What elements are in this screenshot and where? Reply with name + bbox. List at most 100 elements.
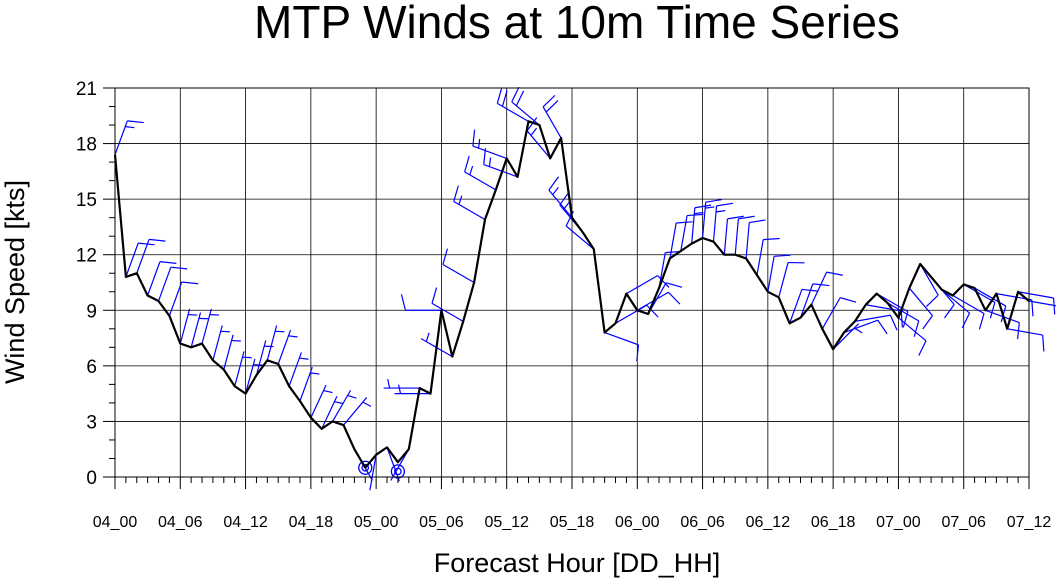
wind-barb <box>212 325 230 361</box>
barb-feather <box>716 202 733 207</box>
wind-barb <box>908 287 933 330</box>
barb-feather <box>840 297 857 303</box>
barb-feather <box>464 155 470 173</box>
wind-barb <box>244 358 263 394</box>
barb-staff <box>147 261 161 296</box>
wind-barb <box>680 213 704 252</box>
wind-barb <box>778 261 805 298</box>
wind-barb <box>394 384 431 395</box>
barb-feather <box>149 238 166 242</box>
barb-feather <box>542 94 556 108</box>
wind-barb <box>201 308 220 344</box>
barb-feather <box>676 221 693 224</box>
barb-feather <box>181 281 199 285</box>
wind-barb <box>321 395 344 430</box>
barb-staff <box>843 319 879 334</box>
barb-feather <box>1042 335 1045 352</box>
wind-barb <box>288 352 309 387</box>
wind-barb <box>821 297 857 330</box>
barb-staff <box>386 447 400 482</box>
barb-staff <box>1007 328 1043 336</box>
barb-staff <box>854 314 891 322</box>
barb-feather <box>170 266 188 270</box>
barb-feather <box>127 120 144 124</box>
barb-feather <box>483 148 487 165</box>
calm-inner-circle <box>361 463 370 472</box>
y-axis-label: Wind Speed [kts] <box>0 180 30 384</box>
x-tick-label: 04_06 <box>158 514 203 531</box>
barb-feather <box>138 242 155 246</box>
x-tick-label: 06_00 <box>615 514 660 531</box>
barb-staff <box>799 283 814 318</box>
x-tick-label: 07_06 <box>941 514 986 531</box>
barb-staff <box>1028 300 1056 307</box>
barb-staff <box>908 287 933 317</box>
barb-feather <box>646 304 659 318</box>
barb-staff <box>369 454 377 491</box>
chart-title: MTP Winds at 10m Time Series <box>254 0 900 48</box>
wind-barb <box>332 389 357 422</box>
wind-barb <box>542 94 562 139</box>
grid-lines <box>114 87 1030 478</box>
barb-feather <box>978 313 985 330</box>
wind-barb <box>483 148 518 178</box>
barb-half-feather <box>530 127 538 136</box>
barb-staff <box>431 302 464 322</box>
barb-half-feather <box>288 335 298 338</box>
data-series <box>113 120 1030 469</box>
x-tick-label: 05_18 <box>550 514 595 531</box>
wind-speed-line <box>113 120 1030 469</box>
barb-feather <box>705 198 723 203</box>
wind-barb <box>472 129 507 159</box>
barb-staff <box>963 283 996 303</box>
wind-barb <box>723 215 744 255</box>
barb-feather <box>501 90 508 107</box>
wind-barb <box>669 221 693 259</box>
barb-staff <box>865 304 902 312</box>
barb-half-feather <box>323 389 333 394</box>
x-tick-label: 06_06 <box>680 514 725 531</box>
wind-barb <box>383 378 420 389</box>
barb-half-feather <box>488 157 492 167</box>
wind-barb <box>190 312 209 348</box>
x-axis-label: Forecast Hour [DD_HH] <box>434 548 721 578</box>
wind-barb <box>919 263 939 308</box>
x-tick-label: 05_00 <box>354 514 399 531</box>
barb-staff <box>125 242 139 278</box>
barb-staff <box>756 239 764 276</box>
wind-barb <box>701 198 723 239</box>
barb-staff <box>691 207 696 244</box>
barb-half-feather <box>310 372 320 375</box>
wind-barb <box>343 397 372 426</box>
wind-barb <box>464 155 497 191</box>
barb-staff <box>190 312 202 348</box>
barb-staff <box>974 287 1007 307</box>
barb-half-feather <box>387 378 391 389</box>
calm-inner-circle <box>394 467 402 476</box>
barb-half-feather <box>299 357 309 360</box>
barb-feather <box>1052 297 1056 315</box>
wind-barb <box>789 288 819 324</box>
wind-barb <box>223 334 241 370</box>
barb-feather <box>666 282 683 288</box>
y-tick-label: 12 <box>76 246 97 267</box>
wind-barb <box>114 120 144 155</box>
wind-barb <box>898 317 927 356</box>
wind-barb <box>1028 300 1056 307</box>
wind-barb <box>865 304 903 328</box>
barb-feather <box>749 219 766 224</box>
barb-feather <box>925 294 939 308</box>
x-tick-label: 06_12 <box>746 514 791 531</box>
x-tick-label: 04_18 <box>289 514 334 531</box>
wind-barb <box>712 202 733 242</box>
wind-barb <box>952 294 985 330</box>
barb-half-feather <box>458 195 463 205</box>
barb-staff <box>810 271 828 305</box>
barb-half-feather <box>425 332 430 342</box>
x-tick-label: 05_06 <box>419 514 464 531</box>
barb-staff <box>179 308 191 344</box>
wind-barb <box>168 281 199 317</box>
barb-feather <box>738 215 755 220</box>
wind-barb <box>1007 328 1045 352</box>
wind-barb <box>442 248 475 284</box>
